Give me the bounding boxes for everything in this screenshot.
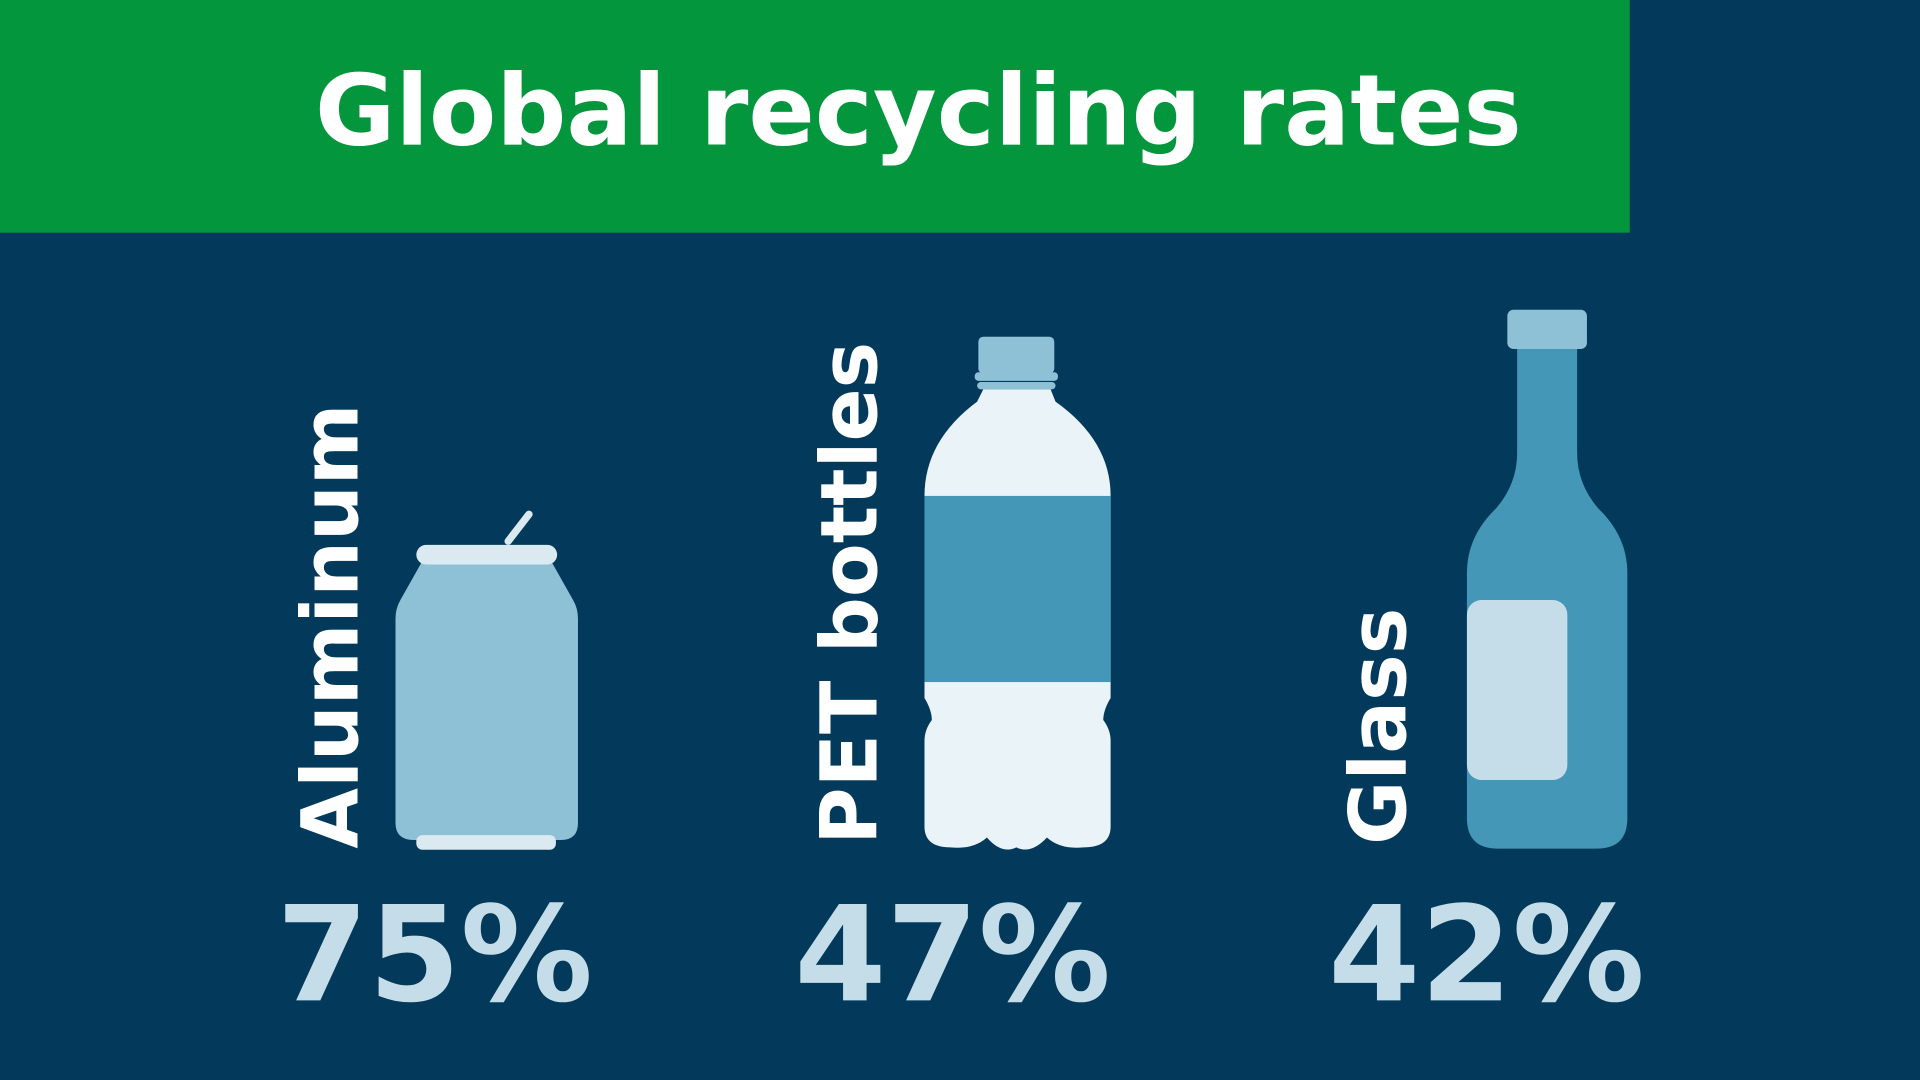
can-icon (395, 510, 578, 850)
item-value: 42% (1328, 878, 1645, 1032)
item-value: 75% (276, 878, 593, 1032)
pet-bottle-icon (924, 336, 1111, 850)
glass-bottle-icon (1466, 309, 1628, 849)
item-value: 47% (794, 878, 1111, 1032)
item-label: Aluminum (286, 404, 377, 849)
item-label: Glass (1334, 608, 1425, 845)
item-label: PET bottles (805, 342, 896, 845)
header-band (0, 0, 1630, 233)
title: Global recycling rates (315, 54, 1522, 168)
